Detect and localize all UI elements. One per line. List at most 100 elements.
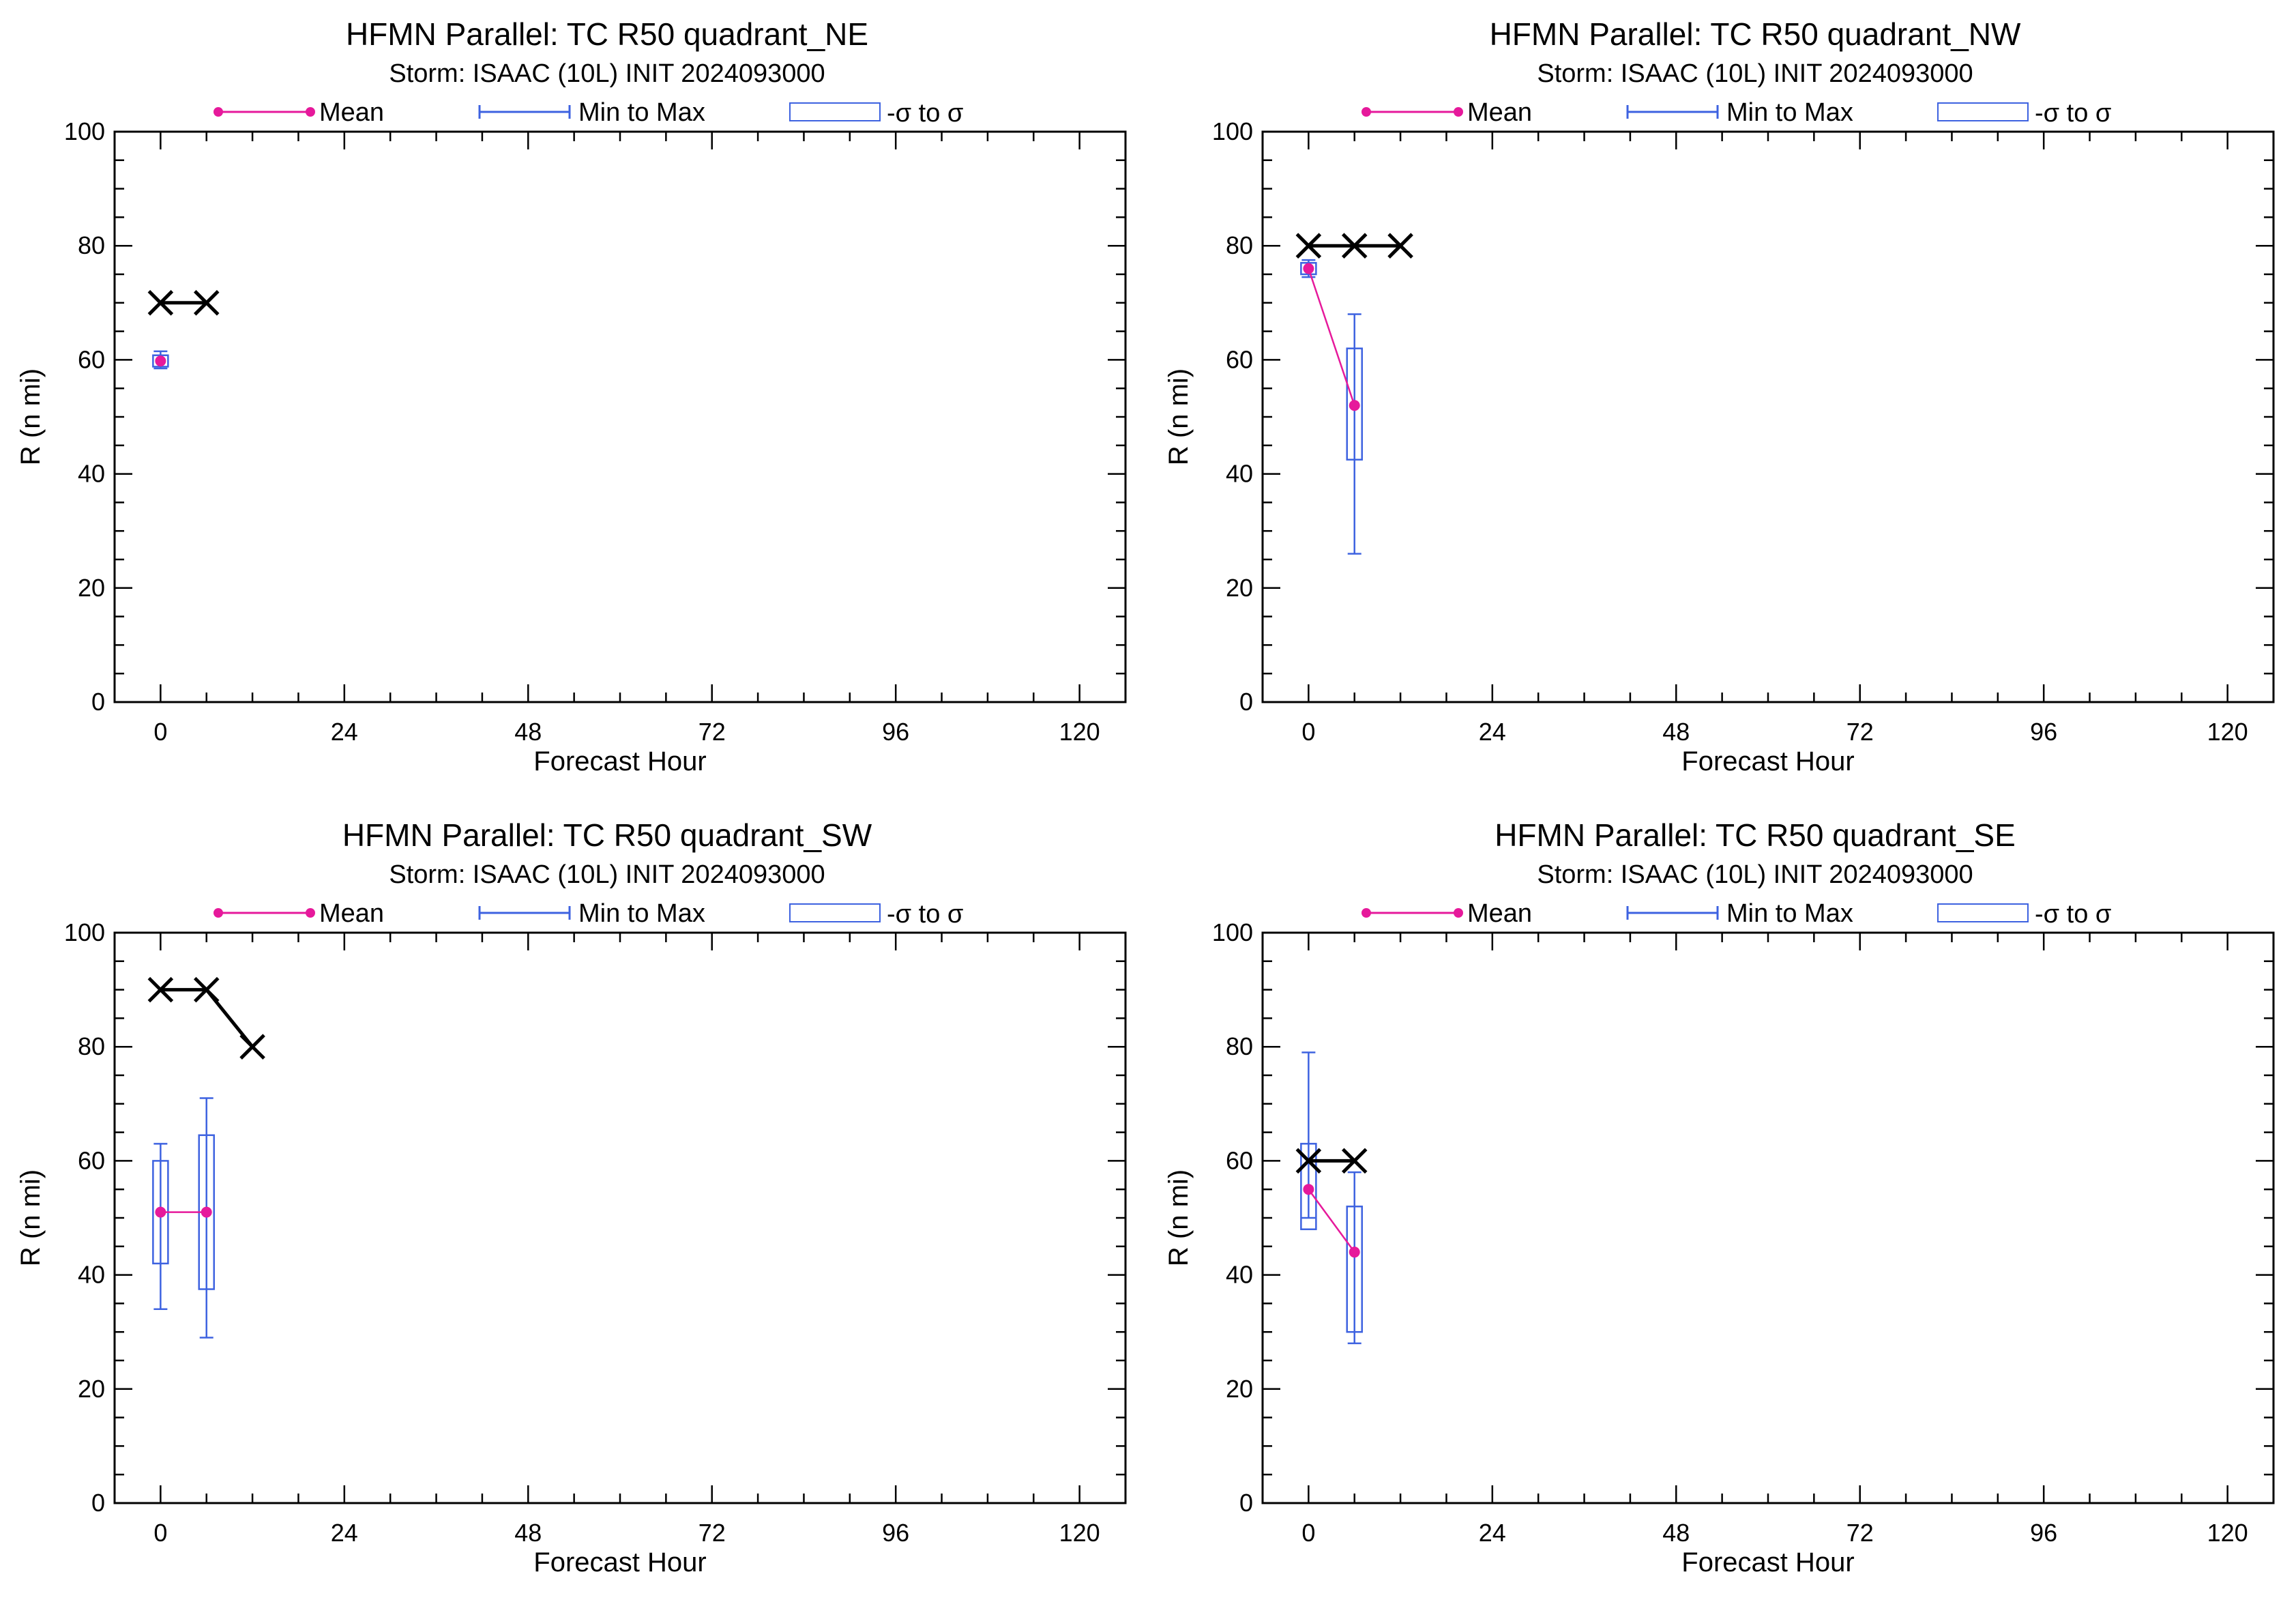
legend-sigma-box bbox=[1937, 102, 2029, 121]
x-tick-label: 72 bbox=[698, 718, 726, 746]
plot-frame bbox=[113, 130, 1127, 703]
ensemble-range bbox=[152, 1097, 215, 1339]
y-tick-label: 20 bbox=[78, 574, 105, 602]
y-tick-label: 80 bbox=[78, 1032, 105, 1060]
y-tick-label: 20 bbox=[78, 1375, 105, 1403]
legend-mean: Mean bbox=[214, 98, 384, 127]
chart-subtitle: Storm: ISAAC (10L) INIT 2024093000 bbox=[389, 59, 825, 88]
plot-frame bbox=[113, 931, 1127, 1504]
legend-sigma: -σ to σ bbox=[789, 99, 963, 128]
mean-point bbox=[201, 1206, 212, 1218]
chart-subtitle: Storm: ISAAC (10L) INIT 2024093000 bbox=[389, 860, 825, 889]
plot-frame bbox=[1261, 931, 2275, 1504]
y-tick-label: 100 bbox=[1212, 117, 1253, 145]
legend-minmax-label: Min to Max bbox=[1726, 98, 1853, 127]
legend: Mean Min to Max -σ to σ bbox=[214, 899, 963, 929]
legend-sigma: -σ to σ bbox=[1937, 99, 2111, 128]
y-tick-label: 100 bbox=[64, 918, 105, 946]
x-tick-label: 120 bbox=[2207, 1519, 2248, 1547]
x-tick-label: 24 bbox=[1479, 1519, 1506, 1547]
y-axis-label: R (n mi) bbox=[1164, 368, 1194, 465]
x-tick-label: 48 bbox=[514, 718, 542, 746]
x-tick-label: 72 bbox=[1846, 1519, 1874, 1547]
best-track-x-stroke bbox=[193, 976, 220, 1003]
legend-mean: Mean bbox=[214, 899, 384, 928]
x-tick-label: 48 bbox=[1662, 1519, 1690, 1547]
mean-series bbox=[155, 355, 166, 367]
legend: Mean Min to Max -σ to σ bbox=[1362, 98, 2111, 128]
mean-series bbox=[1303, 1184, 1360, 1258]
legend-minmax-label: Min to Max bbox=[578, 98, 705, 127]
chart-svg: HFMN Parallel: TC R50 quadrant_SE Storm: … bbox=[1164, 817, 2275, 1577]
mean-point bbox=[1349, 1247, 1360, 1258]
x-tick-label: 0 bbox=[153, 718, 167, 746]
legend-sigma: -σ to σ bbox=[1937, 900, 2111, 929]
legend-mean-marker-end bbox=[1454, 908, 1463, 918]
chart-svg: HFMN Parallel: TC R50 quadrant_NE Storm: … bbox=[16, 16, 1127, 776]
legend-mean-label: Mean bbox=[319, 899, 384, 928]
mean-series bbox=[155, 1206, 212, 1218]
x-tick-label: 0 bbox=[153, 1519, 167, 1547]
y-tick-label: 20 bbox=[1226, 1375, 1253, 1403]
y-axis: 0 20 40 60 80 100 bbox=[1212, 117, 2273, 716]
best-track-series bbox=[1295, 233, 1413, 259]
x-tick-label: 96 bbox=[2030, 718, 2057, 746]
legend-sigma-box bbox=[789, 903, 881, 922]
chart-svg: HFMN Parallel: TC R50 quadrant_SW Storm: … bbox=[16, 817, 1127, 1577]
y-tick-label: 0 bbox=[1239, 688, 1253, 716]
x-tick-label: 48 bbox=[1662, 718, 1690, 746]
y-tick-label: 40 bbox=[78, 1261, 105, 1289]
best-track-x-stroke bbox=[193, 290, 220, 316]
best-track-point bbox=[1341, 233, 1368, 259]
y-tick-label: 60 bbox=[78, 345, 105, 373]
legend-sigma: -σ to σ bbox=[789, 900, 963, 929]
best-track-line bbox=[160, 988, 254, 1048]
x-axis: 0 24 48 72 96 120 bbox=[1301, 132, 2275, 746]
best-track-series bbox=[147, 290, 220, 316]
best-track-x-stroke bbox=[1341, 233, 1368, 259]
x-tick-label: 120 bbox=[1059, 1519, 1100, 1547]
x-tick-label: 72 bbox=[1846, 718, 1874, 746]
legend: Mean Min to Max -σ to σ bbox=[214, 98, 963, 128]
legend: Mean Min to Max -σ to σ bbox=[1362, 899, 2111, 929]
y-axis: 0 20 40 60 80 100 bbox=[1212, 918, 2273, 1517]
ensemble-range bbox=[1300, 259, 1363, 555]
chart-panel-nw: HFMN Parallel: TC R50 quadrant_NW Storm: … bbox=[1148, 0, 2296, 801]
best-track-point bbox=[147, 976, 174, 1003]
legend-mean-label: Mean bbox=[1467, 98, 1532, 127]
best-track-x-stroke bbox=[1387, 233, 1413, 259]
y-tick-label: 100 bbox=[64, 117, 105, 145]
x-tick-label: 120 bbox=[1059, 718, 1100, 746]
y-tick-label: 40 bbox=[78, 460, 105, 488]
chart-title: HFMN Parallel: TC R50 quadrant_NW bbox=[1490, 16, 2021, 52]
chart-panel-sw: HFMN Parallel: TC R50 quadrant_SW Storm: … bbox=[0, 801, 1148, 1602]
plot-frame bbox=[1261, 130, 2275, 703]
chart-title: HFMN Parallel: TC R50 quadrant_SW bbox=[342, 817, 872, 853]
y-tick-label: 40 bbox=[1226, 1261, 1253, 1289]
x-tick-label: 48 bbox=[514, 1519, 542, 1547]
chart-subtitle: Storm: ISAAC (10L) INIT 2024093000 bbox=[1537, 860, 1973, 889]
x-tick-label: 96 bbox=[2030, 1519, 2057, 1547]
mean-line bbox=[1308, 1189, 1355, 1253]
mean-point bbox=[155, 1206, 166, 1218]
mean-point bbox=[1303, 263, 1314, 274]
y-tick-label: 80 bbox=[1226, 1032, 1253, 1060]
legend-sigma-label: -σ to σ bbox=[2035, 900, 2111, 929]
legend-mean-marker-start bbox=[214, 107, 223, 117]
legend-mean-label: Mean bbox=[1467, 899, 1532, 928]
y-tick-label: 0 bbox=[1239, 1489, 1253, 1517]
y-tick-label: 60 bbox=[1226, 1146, 1253, 1174]
x-axis: 0 24 48 72 96 120 bbox=[153, 933, 1127, 1547]
legend-mean-label: Mean bbox=[319, 98, 384, 127]
x-axis: 0 24 48 72 96 120 bbox=[1301, 933, 2275, 1547]
mean-line bbox=[1308, 268, 1355, 406]
y-tick-label: 0 bbox=[91, 1489, 105, 1517]
best-track-point bbox=[239, 1034, 265, 1060]
best-track-x-stroke bbox=[1341, 1148, 1368, 1174]
best-track-point bbox=[1341, 1148, 1368, 1174]
y-tick-label: 60 bbox=[1226, 345, 1253, 373]
chart-svg: HFMN Parallel: TC R50 quadrant_NW Storm: … bbox=[1164, 16, 2275, 776]
best-track-series bbox=[1295, 1148, 1368, 1174]
best-track-point bbox=[193, 290, 220, 316]
